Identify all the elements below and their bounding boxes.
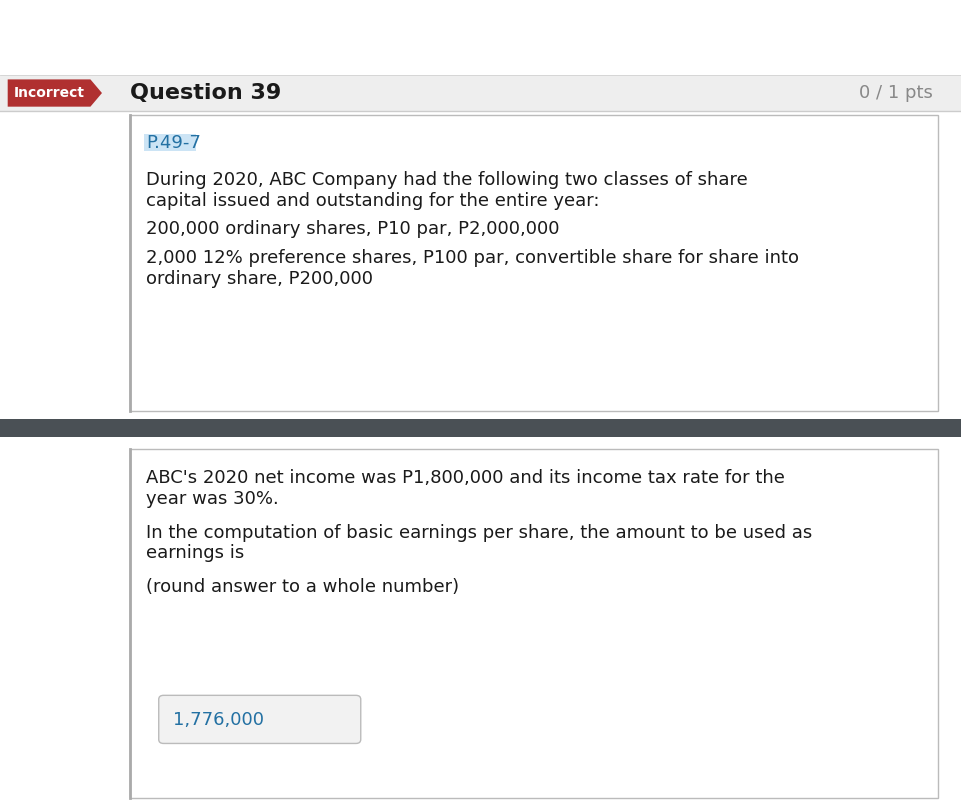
FancyBboxPatch shape xyxy=(144,134,196,152)
Text: year was 30%.: year was 30%. xyxy=(146,490,279,508)
Text: 2,000 12% preference shares, P100 par, convertible share for share into: 2,000 12% preference shares, P100 par, c… xyxy=(146,249,799,267)
Text: 1,776,000: 1,776,000 xyxy=(173,711,264,729)
Text: In the computation of basic earnings per share, the amount to be used as: In the computation of basic earnings per… xyxy=(146,524,812,541)
Text: P.49-7: P.49-7 xyxy=(146,134,201,152)
Text: Incorrect: Incorrect xyxy=(13,86,85,100)
FancyBboxPatch shape xyxy=(130,115,937,411)
Text: Question 39: Question 39 xyxy=(130,83,281,103)
Text: earnings is: earnings is xyxy=(146,545,244,562)
Text: ordinary share, P200,000: ordinary share, P200,000 xyxy=(146,270,373,288)
Text: (round answer to a whole number): (round answer to a whole number) xyxy=(146,578,458,596)
FancyBboxPatch shape xyxy=(0,75,961,111)
Text: 200,000 ordinary shares, P10 par, P2,000,000: 200,000 ordinary shares, P10 par, P2,000… xyxy=(146,221,559,238)
Polygon shape xyxy=(8,79,102,107)
FancyBboxPatch shape xyxy=(159,695,360,743)
FancyBboxPatch shape xyxy=(130,449,937,798)
Text: ABC's 2020 net income was P1,800,000 and its income tax rate for the: ABC's 2020 net income was P1,800,000 and… xyxy=(146,469,784,487)
FancyBboxPatch shape xyxy=(0,419,961,437)
Text: 0 / 1 pts: 0 / 1 pts xyxy=(858,84,932,102)
Text: During 2020, ABC Company had the following two classes of share: During 2020, ABC Company had the followi… xyxy=(146,171,748,188)
Text: capital issued and outstanding for the entire year:: capital issued and outstanding for the e… xyxy=(146,192,599,209)
